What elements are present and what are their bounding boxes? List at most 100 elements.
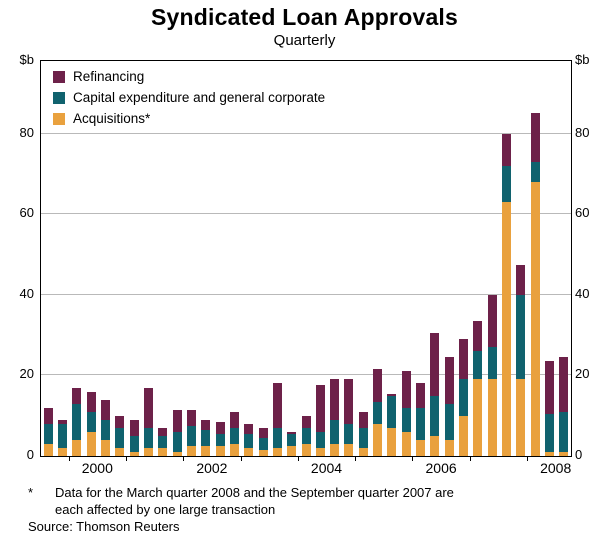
bar-segment — [416, 439, 426, 456]
bar-segment — [100, 419, 110, 440]
bar-segment — [430, 395, 440, 436]
bar-segment — [258, 437, 268, 450]
bar-segment — [201, 419, 211, 430]
bar-segment — [358, 427, 368, 448]
bar-segment — [387, 393, 397, 396]
bar-segment — [143, 387, 153, 428]
bar-segment — [244, 433, 254, 448]
legend-row: Capital expenditure and general corporat… — [53, 90, 325, 105]
bar-segment — [43, 407, 53, 424]
legend-row: Refinancing — [53, 69, 325, 84]
x-axis-year-label: 2004 — [310, 460, 343, 476]
bar-segment — [373, 369, 383, 402]
x-axis-year-label: 2006 — [425, 460, 457, 476]
x-axis-tick — [297, 456, 299, 461]
y-axis-tick-label: 60 — [575, 205, 590, 221]
bar-segment — [229, 443, 239, 456]
legend-swatch-icon — [53, 70, 65, 83]
bar-segment — [444, 439, 454, 456]
x-axis-tick — [183, 456, 185, 461]
bar-segment — [86, 411, 96, 432]
bar-segment — [516, 264, 526, 295]
bar-segment — [115, 447, 125, 456]
bar-segment — [287, 433, 297, 446]
x-axis-year-label: 2002 — [196, 460, 228, 476]
bar-segment — [430, 333, 440, 396]
bar-segment — [416, 407, 426, 440]
x-axis-tick — [355, 456, 357, 461]
bar-segment — [330, 443, 340, 456]
legend-row: Acquisitions* — [53, 111, 325, 126]
bar-segment — [86, 391, 96, 412]
bar-segment — [373, 401, 383, 424]
footnote-line1: Data for the March quarter 2008 and the … — [55, 485, 454, 500]
chart-title: Syndicated Loan Approvals — [150, 4, 459, 30]
bar-segment — [301, 443, 311, 456]
bar-segment — [545, 413, 554, 452]
y-axis-tick-label: 40 — [19, 285, 34, 301]
bar-segment — [559, 451, 569, 456]
bar-segment — [100, 439, 110, 456]
legend-label: Refinancing — [73, 69, 145, 84]
bar-segment — [559, 357, 569, 412]
bar-segment — [315, 385, 325, 432]
bar-segment — [57, 423, 67, 448]
bar-segment — [229, 427, 239, 444]
bar-segment — [487, 347, 497, 380]
bar-segment — [158, 447, 168, 456]
bar-segment — [301, 415, 311, 428]
bar-segment — [287, 431, 297, 434]
legend: Refinancing Capital expenditure and gener… — [53, 69, 325, 132]
bar-segment — [86, 431, 96, 456]
x-axis-tick — [240, 456, 242, 461]
bar-segment — [244, 423, 254, 434]
y-axis-unit-right: $b — [575, 52, 590, 67]
bar-segment — [545, 361, 554, 414]
bar-segment — [100, 399, 110, 420]
bar-segment — [258, 427, 268, 438]
bar-segment — [57, 419, 67, 424]
bar-segment — [158, 435, 168, 448]
bar-segment — [244, 447, 254, 456]
gridline-40 — [41, 293, 571, 295]
bar-segment — [272, 383, 282, 428]
bar-segment — [172, 409, 182, 432]
bar-segment — [344, 379, 354, 424]
bar-segment — [186, 409, 196, 426]
bar-segment — [43, 443, 53, 456]
bar-segment — [129, 435, 139, 452]
bar-segment — [430, 435, 440, 456]
bar-segment — [559, 411, 569, 452]
bar-segment — [72, 439, 82, 456]
bar-segment — [272, 447, 282, 456]
bar-segment — [473, 351, 483, 380]
bar-segment — [473, 321, 483, 352]
footnote-text: Data for the March quarter 2008 and the … — [55, 484, 588, 518]
x-axis-tick — [469, 456, 471, 461]
bar-segment — [530, 161, 540, 182]
bar-segment — [459, 379, 469, 416]
bar-segment — [545, 451, 554, 456]
x-axis-tick — [125, 456, 127, 461]
bar-segment — [186, 445, 196, 456]
y-axis-tick-label: 0 — [26, 447, 34, 462]
bar-segment — [387, 427, 397, 456]
bar-segment — [315, 447, 325, 456]
bar-segment — [215, 421, 225, 434]
bar-segment — [358, 447, 368, 456]
bar-segment — [373, 423, 383, 456]
y-axis-tick-label: 40 — [575, 285, 590, 301]
bar-segment — [129, 451, 139, 456]
bar-segment — [215, 433, 225, 446]
bar-segment — [502, 202, 512, 456]
source-line: Source: Thomson Reuters — [28, 519, 180, 534]
bar-segment — [444, 403, 454, 440]
y-axis-tick-label: 0 — [575, 447, 583, 462]
y-axis-tick-label: 80 — [19, 124, 34, 140]
bar-segment — [344, 443, 354, 456]
bar-segment — [272, 427, 282, 448]
bar-segment — [143, 427, 153, 448]
bar-segment — [201, 445, 211, 456]
bar-segment — [459, 339, 469, 380]
bar-segment — [186, 425, 196, 446]
